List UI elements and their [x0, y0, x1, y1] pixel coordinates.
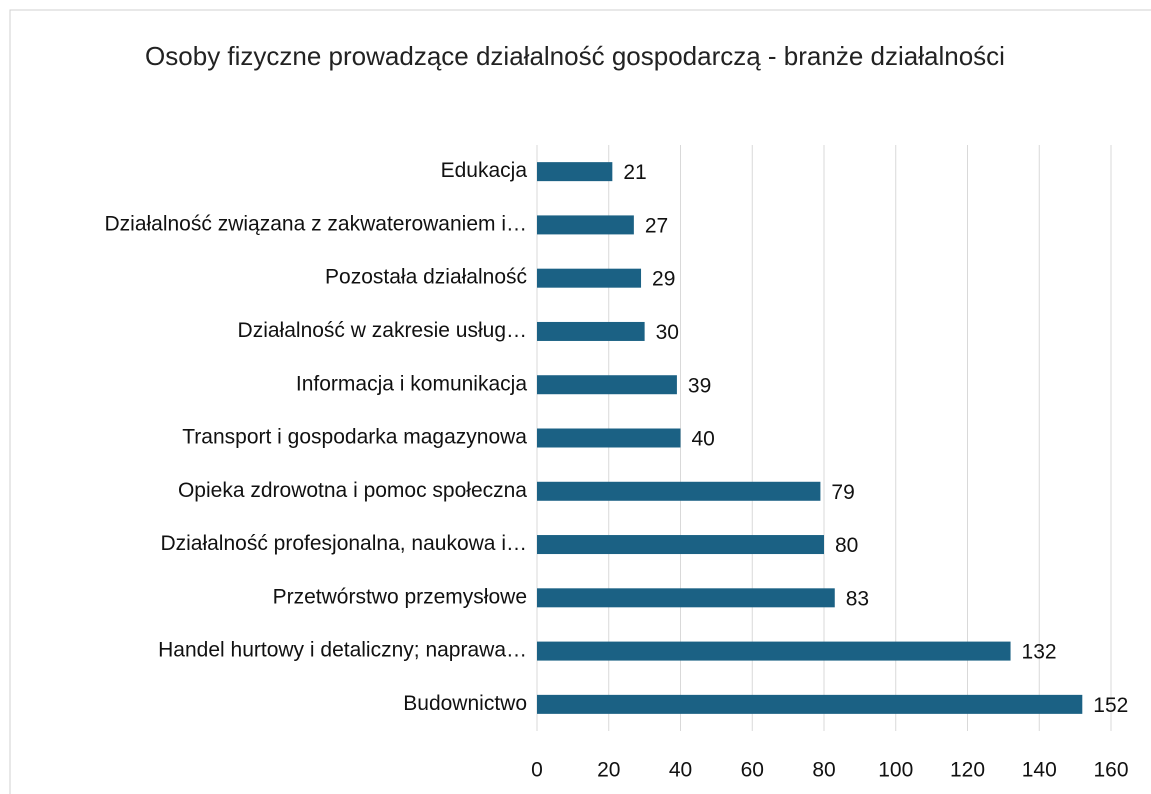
x-tick-label: 160	[1093, 759, 1128, 782]
x-tick-label: 20	[597, 759, 620, 782]
x-tick-label: 120	[950, 759, 985, 782]
y-tick-label: Budownictwo	[403, 692, 527, 715]
value-label: 83	[846, 587, 869, 610]
bar	[537, 268, 642, 288]
x-tick-label: 80	[812, 759, 835, 782]
bar	[537, 321, 645, 341]
x-tick-label: 100	[878, 759, 913, 782]
x-tick-label: 140	[1022, 759, 1057, 782]
value-label: 152	[1093, 694, 1128, 717]
x-tick-label: 0	[531, 759, 543, 782]
x-tick-label: 40	[669, 759, 692, 782]
bar	[537, 535, 824, 555]
value-label: 132	[1022, 641, 1057, 664]
y-tick-label: Opieka zdrowotna i pomoc społeczna	[178, 479, 527, 502]
y-tick-label: Przetwórstwo przemysłowe	[273, 585, 527, 608]
value-label: 80	[835, 534, 858, 557]
bar	[537, 641, 1011, 661]
chart-title: Osoby fizyczne prowadzące działalność go…	[145, 41, 1005, 71]
value-label: 30	[656, 321, 679, 344]
value-label: 29	[652, 268, 675, 291]
y-tick-label: Działalność związana z zakwaterowaniem i…	[104, 212, 527, 235]
value-label: 79	[831, 481, 854, 504]
chart-border	[9, 9, 1151, 794]
value-label: 21	[623, 161, 646, 184]
y-tick-label: Działalność profesjonalna, naukowa i…	[160, 532, 527, 555]
y-tick-label: Informacja i komunikacja	[296, 372, 527, 395]
y-tick-label: Działalność w zakresie usług…	[238, 319, 527, 342]
bar	[537, 694, 1083, 714]
x-tick-label: 60	[741, 759, 764, 782]
value-label: 27	[645, 214, 668, 237]
bar	[537, 162, 613, 182]
y-tick-label: Handel hurtowy i detaliczny; naprawa…	[158, 639, 527, 662]
bar	[537, 481, 821, 501]
bar	[537, 428, 681, 448]
bar	[537, 375, 677, 395]
value-label: 40	[692, 428, 715, 451]
y-tick-label: Pozostała działalność	[325, 266, 527, 289]
y-tick-label: Edukacja	[441, 159, 528, 182]
bar	[537, 588, 835, 608]
y-tick-label: Transport i gospodarka magazynowa	[182, 426, 527, 449]
bar	[537, 215, 634, 235]
value-label: 39	[688, 374, 711, 397]
